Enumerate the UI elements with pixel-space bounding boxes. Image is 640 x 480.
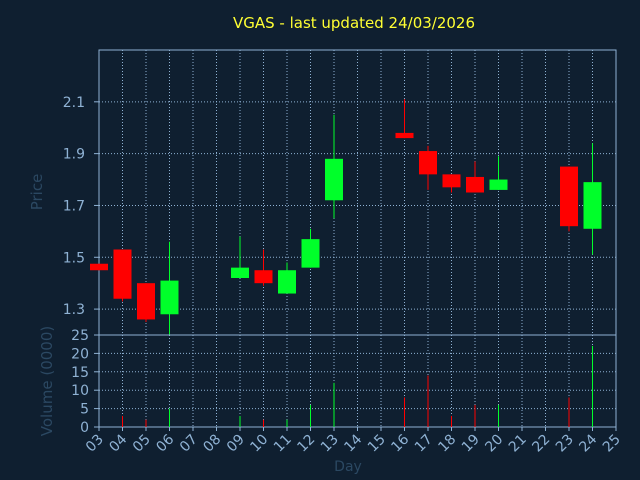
price-axis-label: Price [28, 174, 46, 211]
candle-body [137, 283, 155, 320]
x-tick-label: 20 [482, 432, 506, 456]
chart-title: VGAS - last updated 24/03/2026 [232, 14, 476, 32]
price-tick-label: 1.5 [63, 250, 85, 266]
candle-body [113, 249, 132, 299]
candle-body [395, 132, 414, 139]
price-y-ticks: 1.3 1.5 1.7 1.9 2.1 [63, 95, 99, 318]
x-ticks: 03 04 05 06 07 08 09 10 11 12 13 14 15 16 17 18 19 20 21 22… [83, 427, 624, 455]
candle-body [278, 270, 296, 294]
candle-up [325, 114, 343, 219]
candle-body [325, 158, 343, 201]
x-tick-label: 13 [318, 432, 342, 456]
x-tick-label: 11 [271, 432, 295, 456]
x-tick-label: 19 [459, 432, 483, 456]
x-tick-label: 16 [388, 431, 412, 455]
volume-tick-label: 15 [71, 365, 89, 381]
candle-body [254, 270, 273, 284]
price-tick-label: 2.1 [63, 95, 85, 111]
x-axis-label: Day [334, 459, 362, 475]
x-tick-label: 10 [247, 432, 271, 456]
x-tick-label: 07 [177, 432, 201, 456]
candle-body [160, 280, 179, 315]
candle-up [231, 236, 249, 278]
x-tick-label: 08 [200, 432, 224, 456]
candle-body [301, 239, 320, 268]
x-tick-label: 05 [130, 432, 154, 456]
candle-down [419, 145, 437, 190]
x-tick-label: 04 [106, 431, 130, 455]
price-gridlines [98, 50, 617, 335]
volume-tick-label: 25 [71, 328, 89, 344]
volume-tick-label: 0 [80, 420, 89, 436]
candle-body [466, 176, 484, 193]
x-tick-label: 14 [341, 431, 365, 455]
volume-bars [122, 346, 593, 427]
price-tick-label: 1.9 [63, 147, 85, 163]
candle-down [137, 283, 155, 323]
candle-down [466, 161, 484, 193]
volume-y-ticks: 0 5 10 15 20 25 [71, 328, 99, 436]
volume-tick-label: 20 [71, 346, 89, 362]
x-tick-label: 25 [600, 432, 624, 456]
candle-body [442, 174, 461, 188]
price-panel: 1.3 1.5 1.7 1.9 2.1 Price [28, 49, 617, 336]
candle-up [301, 228, 320, 268]
candle-body [583, 182, 602, 229]
candles [90, 99, 602, 335]
price-tick-label: 1.7 [63, 198, 85, 214]
volume-panel: 0 5 10 15 20 25 Volume (0000) [38, 326, 617, 436]
x-tick-label: 06 [153, 431, 177, 455]
x-tick-label: 15 [365, 432, 389, 456]
volume-axis-label: Volume (0000) [38, 326, 56, 436]
x-tick-label: 21 [506, 432, 530, 456]
x-tick-label: 17 [412, 432, 436, 456]
candle-up [583, 143, 602, 255]
x-tick-label: 12 [294, 432, 318, 456]
price-tick-label: 1.3 [63, 302, 85, 318]
candle-up [278, 262, 296, 294]
x-tick-label: 23 [553, 432, 577, 456]
x-tick-label: 24 [576, 431, 600, 455]
candle-up [160, 241, 179, 335]
candle-down [442, 174, 461, 193]
candle-body [560, 166, 578, 227]
volume-tick-label: 10 [71, 383, 89, 399]
candle-body [231, 267, 249, 278]
x-tick-label: 22 [529, 432, 553, 456]
candle-body [419, 151, 437, 175]
candle-down [254, 249, 273, 286]
volume-gridlines [98, 334, 617, 428]
volume-tick-label: 5 [80, 402, 89, 418]
x-tick-label: 18 [435, 432, 459, 456]
candle-down [113, 249, 132, 302]
x-tick-label: 09 [224, 432, 248, 456]
candle-body [90, 263, 108, 271]
candle-up [489, 156, 508, 190]
candle-body [489, 179, 508, 190]
candle-down [560, 166, 578, 232]
candle-down [90, 263, 108, 271]
candle-down [395, 99, 414, 139]
